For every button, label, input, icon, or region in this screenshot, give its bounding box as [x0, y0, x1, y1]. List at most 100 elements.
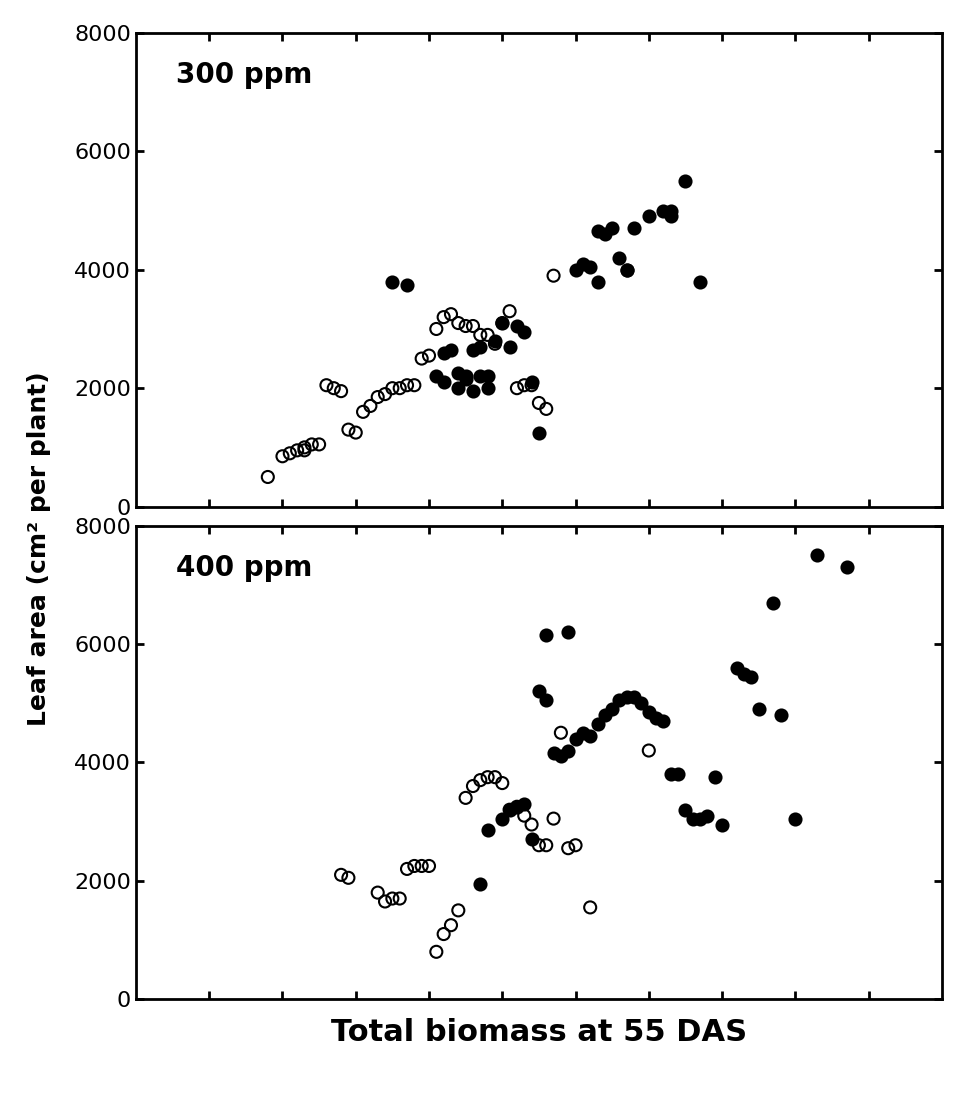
- Point: [414, 858, 429, 875]
- Point: [370, 884, 385, 901]
- Point: [604, 701, 619, 718]
- Point: [480, 368, 495, 385]
- Point: [399, 276, 415, 293]
- Point: [458, 368, 474, 385]
- Point: [839, 558, 854, 575]
- Point: [385, 272, 400, 290]
- Point: [509, 798, 524, 816]
- Point: [539, 692, 554, 709]
- Point: [575, 255, 590, 272]
- Point: [531, 683, 547, 701]
- Point: [392, 380, 408, 397]
- Point: [473, 368, 488, 385]
- Point: [487, 332, 503, 349]
- Point: [619, 261, 635, 279]
- Point: [399, 377, 415, 394]
- Point: [523, 830, 539, 848]
- Point: [692, 810, 708, 828]
- Point: [517, 807, 532, 825]
- Point: [509, 380, 524, 397]
- Point: [399, 860, 415, 877]
- Point: [517, 323, 532, 340]
- Point: [539, 837, 554, 854]
- Point: [641, 208, 656, 225]
- Point: [326, 380, 342, 397]
- Text: 400 ppm: 400 ppm: [177, 554, 313, 582]
- Point: [641, 742, 656, 760]
- Point: [583, 258, 598, 276]
- Point: [487, 335, 503, 352]
- Point: [626, 220, 642, 237]
- Point: [539, 400, 554, 417]
- Point: [385, 889, 400, 907]
- Point: [597, 225, 613, 243]
- Point: [560, 742, 576, 760]
- Point: [260, 468, 276, 485]
- Point: [297, 441, 313, 459]
- Point: [502, 800, 518, 818]
- Point: [612, 692, 627, 709]
- Point: [539, 626, 554, 643]
- Point: [392, 889, 408, 907]
- Point: [465, 382, 481, 400]
- Point: [443, 340, 458, 358]
- Point: [378, 893, 393, 910]
- Point: [407, 377, 422, 394]
- Point: [421, 347, 437, 365]
- Point: [282, 445, 297, 462]
- Point: [436, 926, 452, 943]
- Point: [670, 765, 686, 783]
- Point: [546, 744, 561, 762]
- Point: [583, 727, 598, 744]
- Point: [502, 302, 518, 320]
- Point: [473, 875, 488, 893]
- Point: [494, 314, 510, 332]
- Point: [451, 901, 466, 919]
- Point: [685, 810, 700, 828]
- Point: [523, 816, 539, 833]
- Point: [517, 795, 532, 813]
- Point: [275, 448, 290, 466]
- Point: [531, 837, 547, 854]
- Point: [436, 373, 452, 391]
- Point: [531, 394, 547, 412]
- X-axis label: Total biomass at 55 DAS: Total biomass at 55 DAS: [331, 1018, 747, 1046]
- Point: [370, 389, 385, 406]
- Point: [583, 898, 598, 916]
- Point: [414, 350, 429, 368]
- Point: [692, 272, 708, 290]
- Point: [289, 441, 305, 459]
- Point: [407, 858, 422, 875]
- Point: [715, 816, 730, 833]
- Point: [465, 317, 481, 335]
- Point: [773, 706, 788, 724]
- Point: [333, 866, 349, 884]
- Point: [553, 724, 569, 741]
- Point: [736, 664, 752, 682]
- Point: [678, 800, 693, 818]
- Point: [465, 340, 481, 358]
- Point: [744, 668, 759, 685]
- Point: [297, 438, 313, 456]
- Text: 300 ppm: 300 ppm: [177, 61, 313, 89]
- Point: [649, 709, 664, 727]
- Point: [333, 382, 349, 400]
- Point: [451, 314, 466, 332]
- Point: [707, 769, 722, 786]
- Point: [355, 403, 371, 421]
- Point: [443, 917, 458, 934]
- Point: [465, 777, 481, 795]
- Point: [589, 715, 605, 732]
- Point: [385, 380, 400, 397]
- Point: [341, 869, 356, 886]
- Point: [619, 261, 635, 279]
- Point: [523, 373, 539, 391]
- Point: [443, 305, 458, 323]
- Point: [560, 840, 576, 858]
- Point: [787, 810, 803, 828]
- Point: [619, 688, 635, 706]
- Point: [473, 771, 488, 788]
- Point: [480, 380, 495, 397]
- Point: [663, 202, 679, 220]
- Point: [318, 377, 334, 394]
